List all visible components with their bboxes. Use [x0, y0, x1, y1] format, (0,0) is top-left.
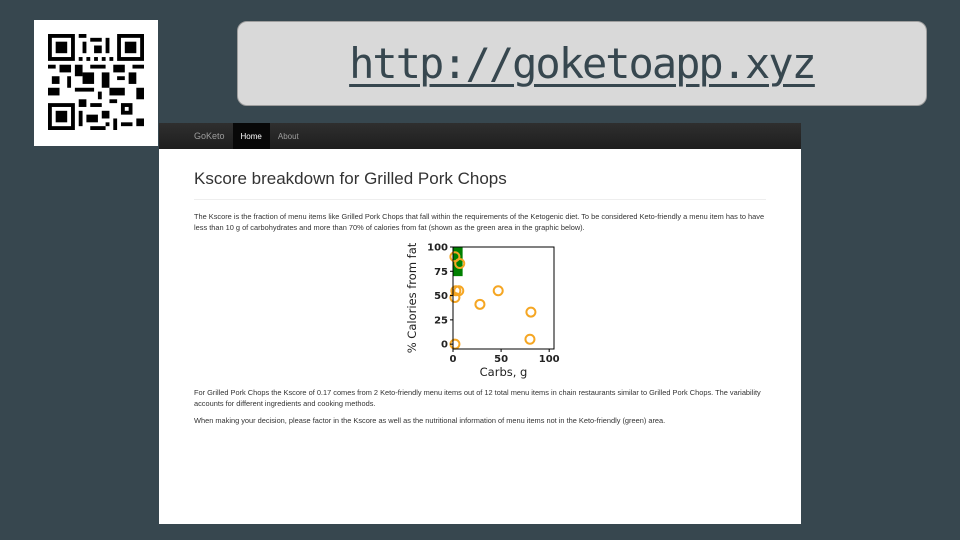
y-tick-label: 50: [434, 291, 448, 302]
data-point-8: [524, 333, 536, 345]
keto-zone-area: [453, 247, 463, 277]
data-point-1: [454, 258, 466, 270]
y-tick-label: 25: [434, 315, 448, 326]
y-tick-label: 100: [427, 243, 448, 254]
x-tick-label: 50: [494, 354, 508, 365]
y-tick-label: 75: [434, 267, 448, 278]
kscore-chart: 0 50 100 0 25 50 75 100 Carbs, g % Calories from …: [194, 239, 766, 379]
page-title: Kscore breakdown for Grilled Pork Chops: [194, 169, 766, 200]
qr-code-icon: [48, 34, 144, 130]
nav-home[interactable]: Home: [232, 123, 270, 149]
browser-screenshot: GoKeto Home About Kscore breakdown for G…: [159, 123, 801, 524]
advice-paragraph: When making your decision, please factor…: [194, 416, 666, 425]
qr-code: [34, 20, 158, 146]
intro-paragraph: The Kscore is the fraction of menu items…: [194, 212, 765, 232]
x-axis-label: Carbs, g: [480, 365, 528, 379]
kscore-scatter-plot: 0 50 100 0 25 50 75 100 Carbs, g % Calories from …: [405, 242, 560, 379]
data-point-6: [492, 285, 504, 297]
page-content: Kscore breakdown for Grilled Pork Chops …: [159, 169, 801, 426]
navbar-brand[interactable]: GoKeto: [194, 131, 225, 141]
y-tick-label: 0: [441, 340, 448, 351]
plot-frame: [452, 246, 555, 350]
y-axis-label: % Calories from fat: [405, 242, 419, 353]
nav-about[interactable]: About: [277, 131, 299, 141]
result-paragraph: For Grilled Pork Chops the Kscore of 0.1…: [194, 388, 761, 408]
data-point-4: [449, 292, 461, 304]
app-url-link[interactable]: http://goketoapp.xyz: [349, 39, 817, 88]
data-point-7: [525, 306, 537, 318]
navbar: GoKeto Home About: [159, 123, 801, 149]
x-tick-label: 100: [539, 354, 560, 365]
x-tick-label: 0: [450, 354, 457, 365]
data-point-5: [474, 298, 486, 310]
url-banner: http://goketoapp.xyz: [237, 21, 927, 106]
